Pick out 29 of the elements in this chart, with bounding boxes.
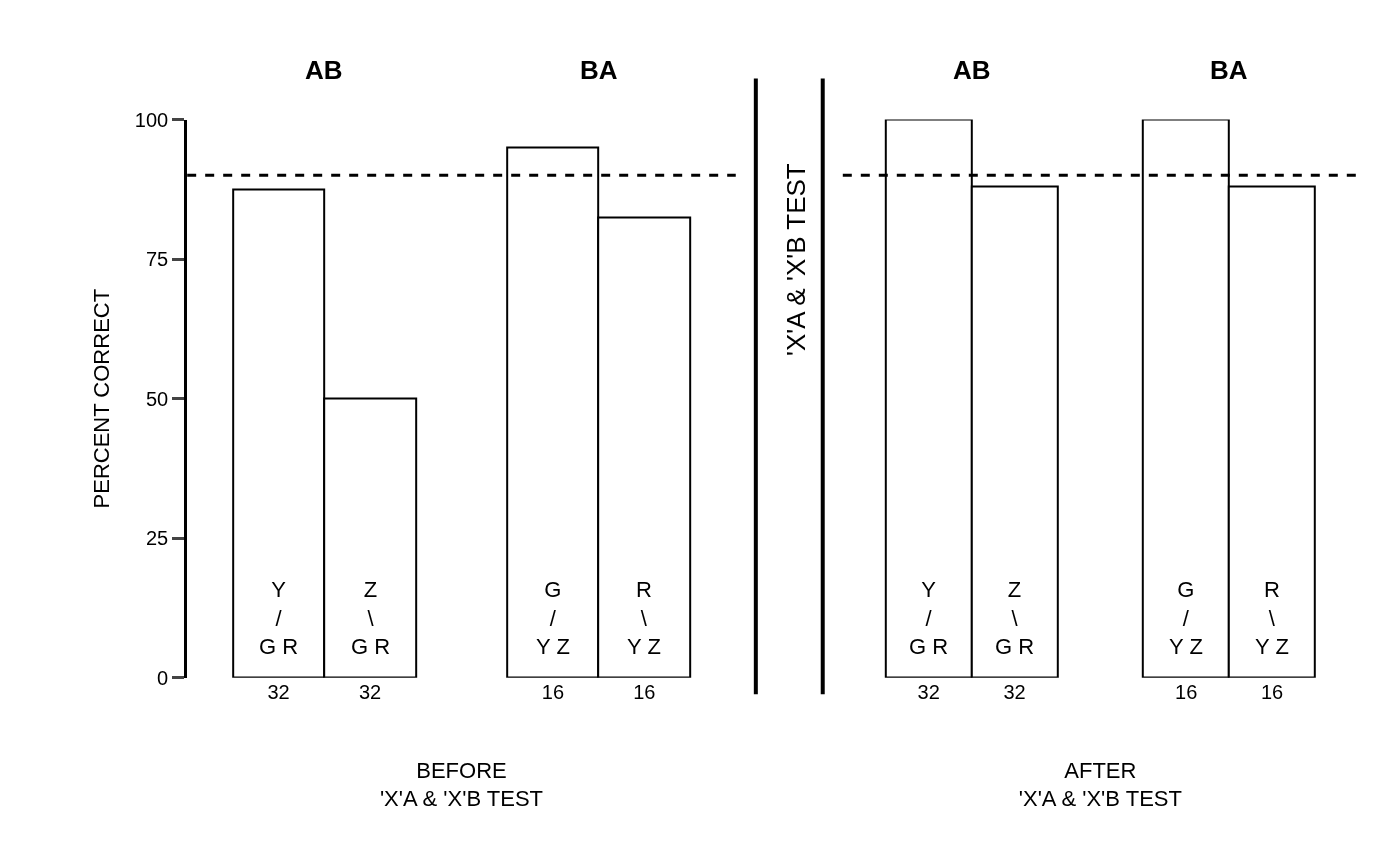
y-tick-label: 75 xyxy=(145,248,169,271)
x-axis-title: BEFORE 'X'A & 'X'B TEST xyxy=(379,757,544,812)
x-tick-label: 16 xyxy=(1260,680,1284,703)
y-tick-label: 0 xyxy=(157,666,169,689)
x-axis-title: AFTER 'X'A & 'X'B TEST xyxy=(1018,757,1182,812)
x-tick-label: 32 xyxy=(267,680,290,703)
text: AB xyxy=(953,55,991,85)
text: BA xyxy=(580,55,618,85)
annotation: G / Y Z xyxy=(1169,577,1203,660)
text: BA xyxy=(1210,55,1248,85)
y-tick-label: 50 xyxy=(145,387,169,410)
annotation: R \ Y Z xyxy=(627,577,661,660)
x-tick-label: 32 xyxy=(358,680,382,703)
x-tick-label: 32 xyxy=(917,680,940,703)
y-axis-title: PERCENT CORRECT xyxy=(88,288,114,509)
x-tick-label: 16 xyxy=(1175,680,1198,703)
annotation: Z \ G R xyxy=(995,577,1035,660)
annotation: Y / G R xyxy=(259,577,299,660)
annotation: G / Y Z xyxy=(536,577,570,660)
annotation: R \ Y Z xyxy=(1255,577,1289,660)
annotation: Z \ G R xyxy=(351,577,391,660)
x-tick-label: 32 xyxy=(1003,680,1026,703)
y-tick-label: 100 xyxy=(134,108,169,131)
text: AB xyxy=(305,55,343,85)
x-tick-label: 16 xyxy=(633,680,656,703)
y-tick-label: 25 xyxy=(145,527,169,550)
x-tick-label: 16 xyxy=(541,680,565,703)
text: 'X'A & 'X'B TEST xyxy=(780,163,811,357)
annotation: Y / G R xyxy=(909,577,949,660)
